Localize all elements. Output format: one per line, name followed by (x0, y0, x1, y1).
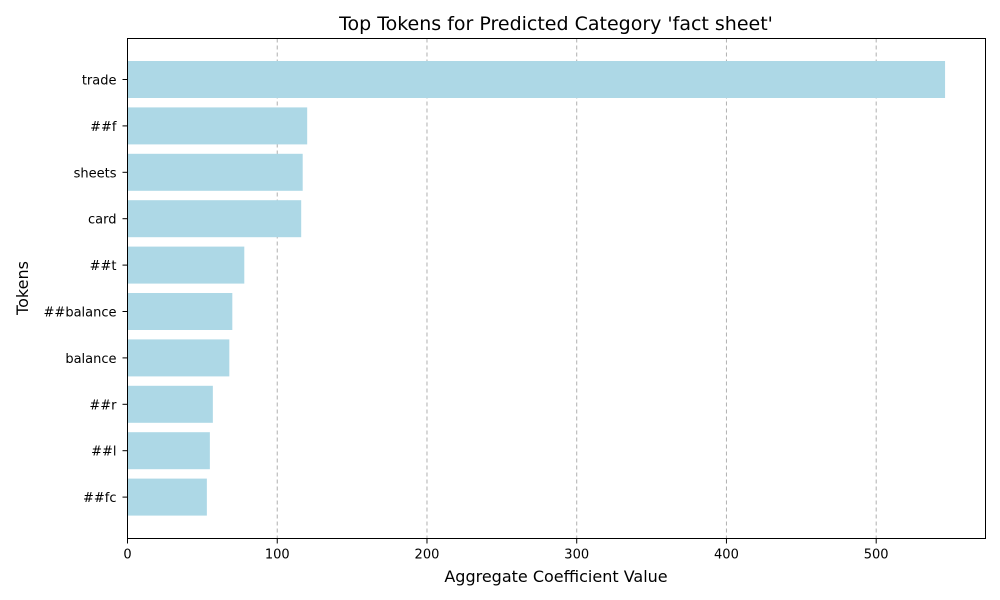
y-tick-label: sheets (74, 166, 117, 181)
x-axis-label: Aggregate Coefficient Value (444, 567, 667, 586)
y-tick-label: ##l (91, 445, 116, 460)
y-tick-label: ##r (89, 398, 117, 413)
y-tick-label: trade (82, 74, 117, 89)
x-tick-label: 200 (415, 548, 440, 563)
bar-fc (127, 478, 207, 516)
x-tick-label: 500 (864, 548, 889, 563)
y-tick-label: balance (65, 352, 116, 367)
y-tick-label: ##t (90, 259, 117, 274)
bar-trade (127, 61, 946, 98)
chart-title: Top Tokens for Predicted Category 'fact … (338, 13, 773, 35)
x-axis-ticks: 0 100 200 300 400 500 (123, 538, 889, 563)
bar-balance (127, 339, 230, 377)
bar-card (127, 200, 302, 238)
bar-l (127, 432, 210, 470)
x-tick-label: 400 (714, 548, 739, 563)
plot-frame (127, 38, 986, 539)
x-tick-label: 100 (265, 548, 290, 563)
y-tick-label: ##f (90, 120, 117, 135)
x-tick-label: 0 (123, 548, 131, 563)
y-axis-ticks: trade ##f sheets card ##t ##balance balance ##r… (44, 74, 128, 506)
bar-sheets (127, 153, 303, 191)
bar-f (127, 107, 308, 145)
grid-lines (276, 38, 877, 539)
y-tick-label: ##fc (83, 491, 117, 506)
bars (127, 61, 946, 516)
bar-t (127, 246, 245, 284)
bar-r (127, 385, 213, 423)
y-tick-label: card (88, 213, 116, 228)
y-tick-label: ##balance (44, 306, 117, 321)
y-axis-label: Tokens (13, 261, 32, 316)
bar-balance (127, 293, 233, 330)
x-tick-label: 300 (564, 548, 589, 563)
